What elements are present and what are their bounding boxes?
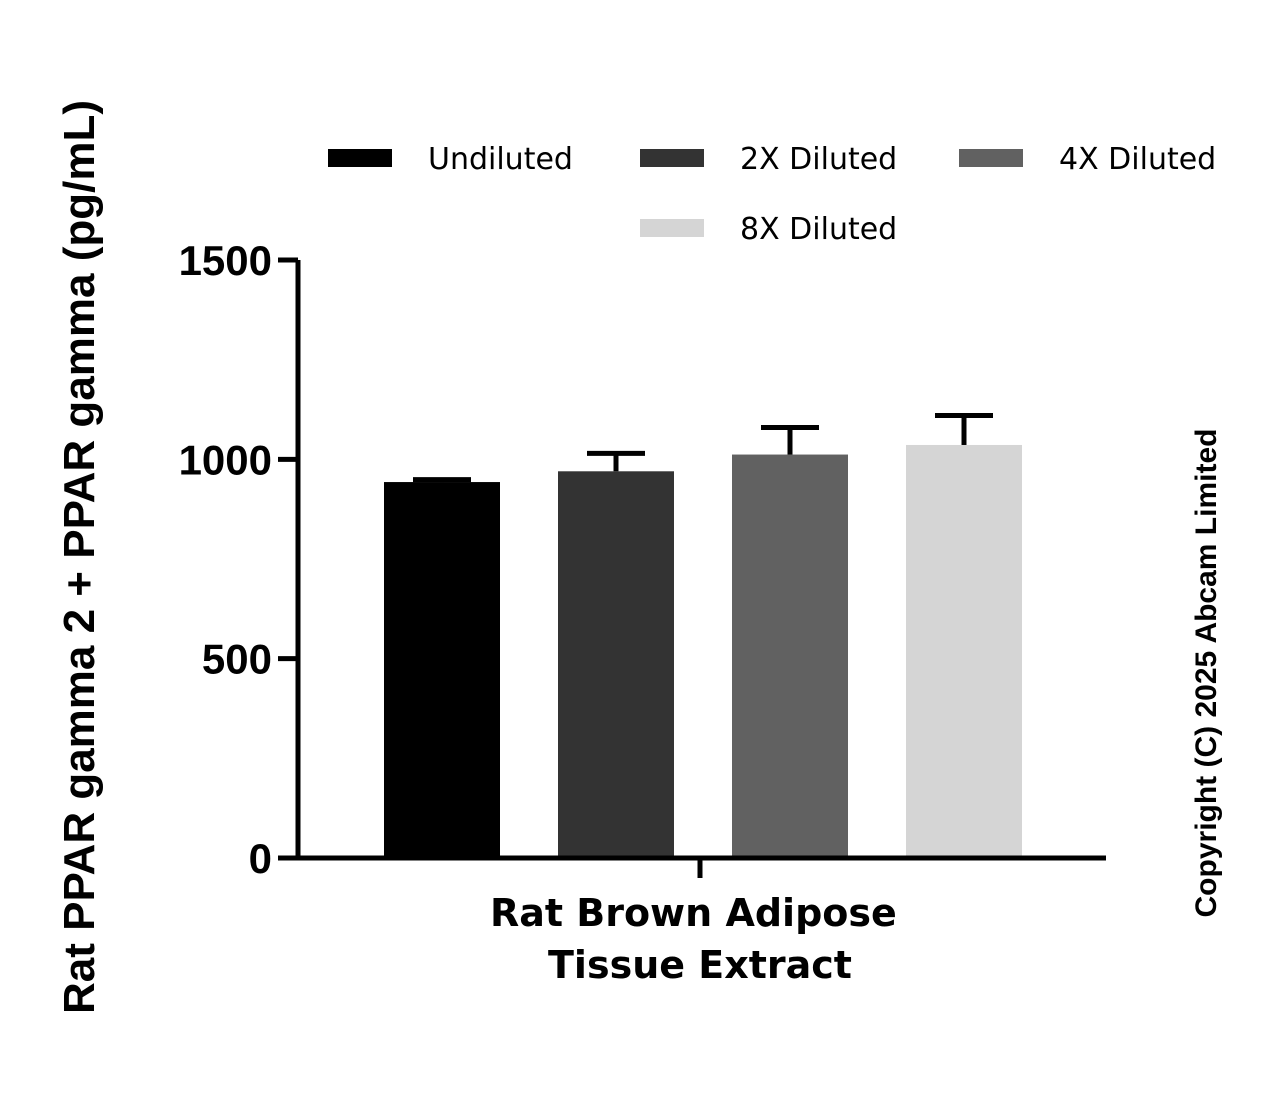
y-tick-label: 1500: [179, 237, 272, 284]
x-axis-title: Rat Brown Adipose Tissue Extract: [490, 891, 910, 987]
bar-2x-diluted: [558, 471, 674, 858]
legend: Undiluted 2X Diluted 4X Diluted 8X Diluted: [328, 142, 1216, 247]
bar-8x-diluted: [906, 444, 1022, 858]
x-axis-title-line-1: Rat Brown Adipose: [490, 891, 897, 935]
copyright-text: Copyright (C) 2025 Abcam Limited: [1190, 429, 1223, 918]
bar-4x-diluted: [732, 454, 848, 858]
y-tick-label: 1000: [179, 436, 272, 483]
y-ticks: 0 500 1000 1500: [179, 237, 703, 882]
error-bars: [413, 412, 993, 483]
legend-label: Undiluted: [428, 142, 573, 177]
y-tick-label: 0: [249, 835, 272, 882]
y-axis-title: Rat PPAR gamma 2 + PPAR gamma (pg/mL): [55, 100, 104, 1014]
x-axis-title-line-2: Tissue Extract: [548, 943, 852, 987]
legend-swatch: [640, 219, 704, 237]
y-tick-label: 500: [202, 636, 272, 683]
legend-label: 8X Diluted: [740, 212, 897, 247]
legend-swatch: [959, 149, 1023, 167]
legend-label: 2X Diluted: [740, 142, 897, 177]
bars: [384, 444, 1022, 858]
legend-label: 4X Diluted: [1059, 142, 1216, 177]
bar-undiluted: [384, 482, 500, 858]
legend-swatch: [328, 149, 392, 167]
legend-swatch: [640, 149, 704, 167]
